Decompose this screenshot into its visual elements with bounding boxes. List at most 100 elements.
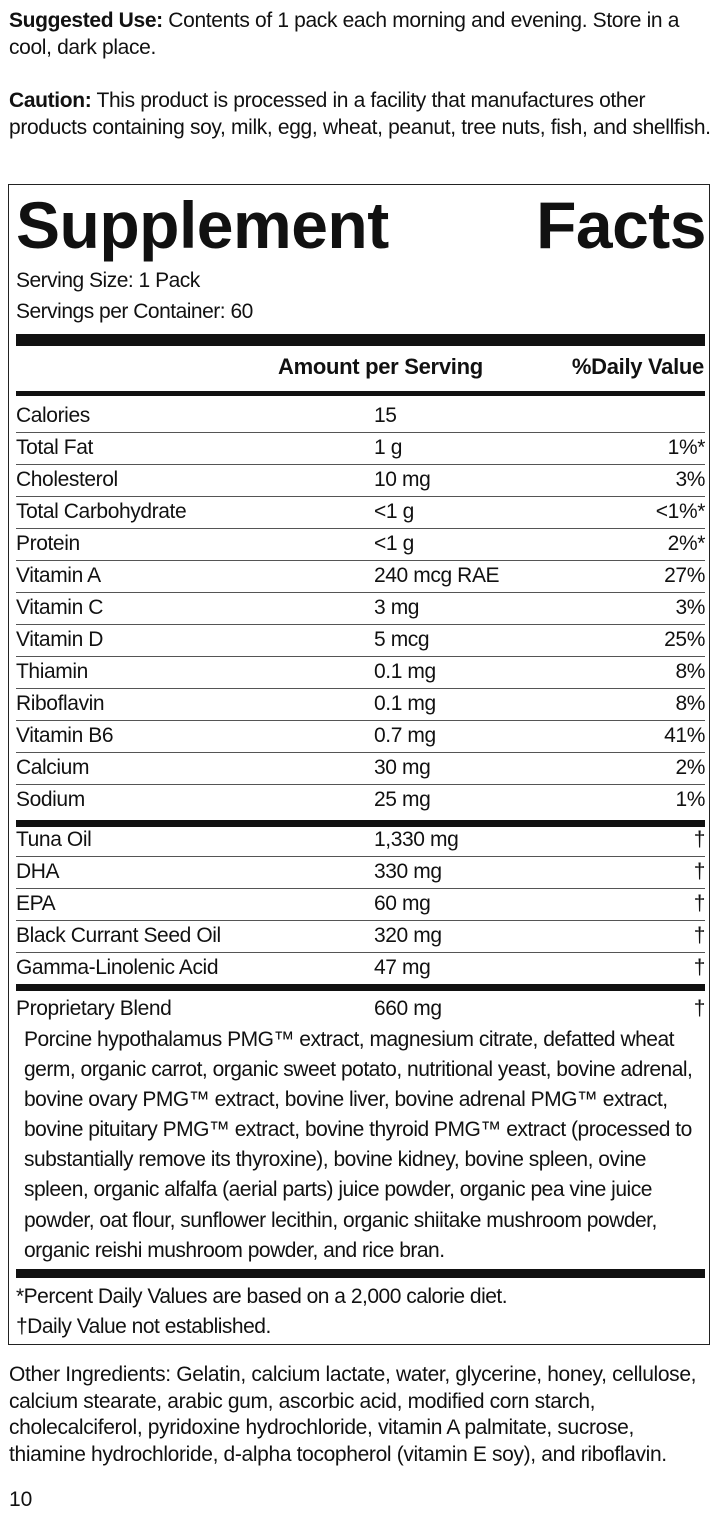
nutrient-amount: 1 g [374,436,402,459]
nutrient-name: Vitamin D [16,628,104,651]
nutrient-amount: 0.1 mg [374,692,436,715]
caution-label: Caution: [9,89,92,112]
nutrient-name: Thiamin [16,660,88,683]
medium-divider [16,391,705,396]
nutrient-daily-value: † [693,892,706,915]
nutrient-name: Tuna Oil [16,828,92,851]
footnote-dagger: †Daily Value not established. [16,1315,271,1338]
nutrient-row: Vitamin D 5 mcg 25% [16,624,705,656]
nutrient-row: Total Fat 1 g 1%* [16,432,705,464]
nutrient-row: Sodium 25 mg 1% [16,784,705,816]
row-divider [16,592,705,593]
nutrient-name: Gamma-Linolenic Acid [16,956,219,979]
page-number: 10 [9,1488,33,1511]
facts-title: Supplement Facts [16,185,706,265]
row-divider [16,464,705,465]
nutrient-daily-value: 3% [675,468,705,491]
nutrient-amount: 1,330 mg [374,828,459,851]
supplement-facts-panel: Supplement Facts Serving Size: 1 Pack Se… [8,184,710,1345]
nutrient-amount: 3 mg [374,596,420,619]
row-divider [16,752,705,753]
nutrient-row: Black Currant Seed Oil 320 mg † [16,920,705,952]
suggested-use-body: Contents of 1 pack each morning and even… [9,9,680,59]
nutrient-amount: 60 mg [374,892,431,915]
nutrient-name: Total Fat [16,436,93,459]
nutrient-name: Riboflavin [16,692,105,715]
nutrient-amount: 0.7 mg [374,724,436,747]
blend-ingredients: Porcine hypothalamus PMG™ extract, magne… [24,1028,693,1262]
row-divider [16,888,705,889]
row-divider [16,656,705,657]
thick-divider [16,334,705,346]
nutrient-daily-value: 41% [664,724,705,747]
row-divider [16,688,705,689]
row-divider [16,920,705,921]
row-divider [16,784,705,785]
row-divider [16,528,705,529]
nutrient-name: Total Carbohydrate [16,500,187,523]
nutrient-name: Calcium [16,756,90,779]
nutrient-name: Sodium [16,788,85,811]
nutrient-daily-value: 1%* [667,436,706,459]
nutrient-daily-value: 2% [675,756,705,779]
nutrient-name: EPA [16,892,56,915]
row-divider [16,856,705,857]
nutrient-amount: 5 mcg [374,628,430,651]
nutrient-row: Vitamin A 240 mcg RAE 27% [16,560,705,592]
nutrient-amount: 10 mg [374,468,431,491]
nutrient-name: Vitamin A [16,564,101,587]
nutrient-name: Black Currant Seed Oil [16,924,221,947]
other-ingredients: Other Ingredients: Gelatin, calcium lact… [9,1363,697,1466]
header-daily-value: %Daily Value [571,354,704,379]
nutrient-amount: <1 g [374,500,414,523]
nutrient-row: Calories 15 [16,400,705,432]
nutrient-amount: 320 mg [374,924,442,947]
nutrient-amount: 240 mcg RAE [374,564,500,587]
nutrient-daily-value: 27% [664,564,705,587]
nutrient-amount: 47 mg [374,956,431,979]
nutrient-daily-value: 3% [675,596,705,619]
nutrient-name: Cholesterol [16,468,118,491]
nutrient-name: Vitamin C [16,596,104,619]
serving-size: Serving Size: 1 Pack [16,269,200,292]
thick-divider-blend [16,984,705,991]
nutrient-daily-value: 8% [675,660,705,683]
nutrient-row: Gamma-Linolenic Acid 47 mg † [16,952,705,984]
thick-divider-footnotes [16,1269,705,1278]
nutrient-row: Vitamin B6 0.7 mg 41% [16,720,705,752]
header-amount-per-serving: Amount per Serving [278,354,483,379]
nutrient-row: DHA 330 mg † [16,856,705,888]
facts-title-word-1: Supplement [16,188,389,262]
nutrient-row: Protein <1 g 2%* [16,528,705,560]
row-divider [16,560,705,561]
caution-text: Caution: This product is processed in a … [9,87,711,141]
nutrient-daily-value: † [693,924,706,947]
nutrient-row: Total Carbohydrate <1 g <1%* [16,496,705,528]
nutrient-row: Riboflavin 0.1 mg 8% [16,688,705,720]
nutrient-name: Protein [16,532,80,555]
nutrient-amount: 15 [374,404,397,427]
row-divider [16,952,705,953]
blend-name: Proprietary Blend [16,997,172,1020]
thick-divider-oils [16,820,705,827]
facts-title-word-2: Facts [536,188,706,262]
blend-row: Proprietary Blend 660 mg † [16,993,705,1025]
nutrient-daily-value: 1% [675,788,705,811]
nutrient-name: DHA [16,860,60,883]
nutrient-row: Cholesterol 10 mg 3% [16,464,705,496]
row-divider [16,432,705,433]
suggested-use-text: Suggested Use: Contents of 1 pack each m… [9,7,711,61]
footnote-percent-dv: *Percent Daily Values are based on a 2,0… [16,1285,508,1308]
nutrient-daily-value: 2%* [667,532,706,555]
nutrient-daily-value: 25% [664,628,705,651]
nutrient-amount: 330 mg [374,860,442,883]
nutrient-daily-value: † [693,828,706,851]
nutrient-daily-value: 8% [675,692,705,715]
caution-body: This product is processed in a facility … [9,89,711,139]
nutrient-daily-value: <1%* [655,500,706,523]
nutrient-amount: 30 mg [374,756,431,779]
blend-dv: † [693,997,706,1020]
nutrient-amount: 25 mg [374,788,431,811]
suggested-use-label: Suggested Use: [9,9,163,32]
nutrient-amount: 0.1 mg [374,660,436,683]
